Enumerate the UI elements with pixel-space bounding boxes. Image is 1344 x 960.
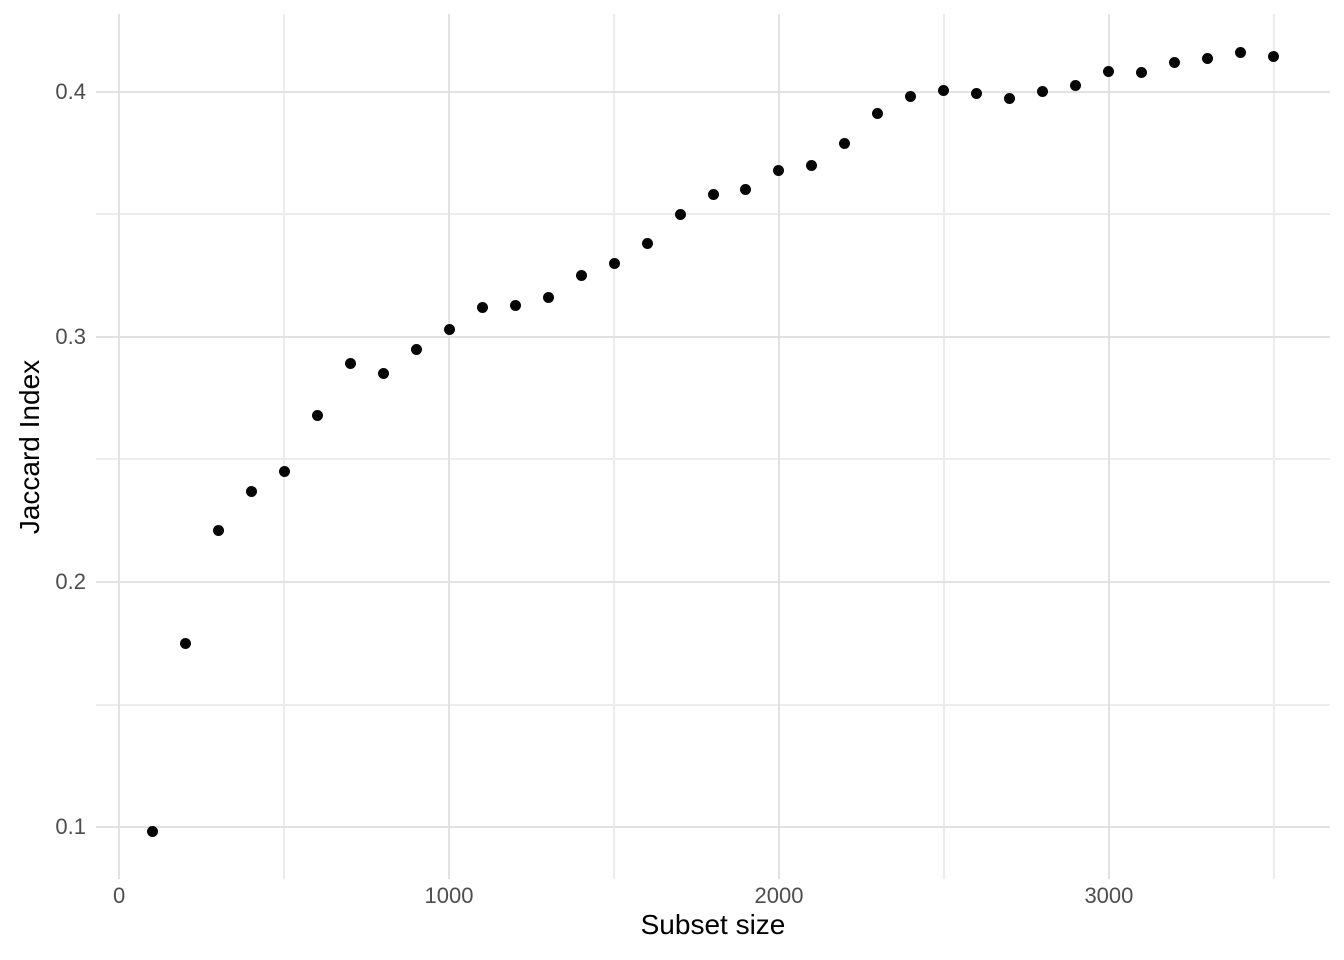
data-point xyxy=(938,85,950,97)
y-tick-label: 0.1 xyxy=(55,814,86,840)
data-point xyxy=(1103,65,1115,77)
y-minor-gridline xyxy=(96,703,1330,706)
data-point xyxy=(344,358,356,370)
data-point xyxy=(146,826,158,838)
x-minor-gridline xyxy=(942,14,945,879)
y-major-gridline xyxy=(96,335,1330,338)
data-point xyxy=(1004,92,1016,104)
data-point xyxy=(740,184,752,196)
plot-panel xyxy=(96,14,1330,879)
data-point xyxy=(773,164,785,176)
x-tick-label: 1000 xyxy=(424,883,474,908)
data-point xyxy=(311,409,323,421)
data-point xyxy=(641,238,653,250)
data-point xyxy=(806,159,818,171)
data-point xyxy=(377,368,389,380)
x-tick-label: 2000 xyxy=(754,883,804,908)
data-point xyxy=(1037,86,1049,98)
data-point xyxy=(1070,80,1082,92)
data-point xyxy=(1169,57,1181,69)
x-major-gridline xyxy=(777,14,780,879)
data-point xyxy=(509,299,521,311)
data-point xyxy=(839,137,851,149)
data-point xyxy=(971,87,983,99)
data-point xyxy=(1235,47,1247,59)
y-tick-label: 0.4 xyxy=(55,78,86,104)
data-point xyxy=(476,302,488,314)
y-tick-label: 0.3 xyxy=(55,323,86,349)
data-point xyxy=(575,270,587,282)
data-point xyxy=(1268,50,1280,62)
y-minor-gridline xyxy=(96,458,1330,461)
y-major-gridline xyxy=(96,581,1330,583)
x-minor-gridline xyxy=(283,14,286,879)
data-point xyxy=(872,108,884,120)
x-axis-title: Subset size xyxy=(640,909,786,940)
data-point xyxy=(179,637,191,649)
x-minor-gridline xyxy=(613,14,616,879)
x-major-gridline xyxy=(118,14,121,879)
data-point xyxy=(278,466,290,478)
y-minor-gridline xyxy=(96,213,1330,216)
data-point xyxy=(674,208,686,220)
data-point xyxy=(542,292,554,304)
data-point xyxy=(608,257,620,269)
data-point xyxy=(410,343,422,355)
data-point xyxy=(212,525,224,537)
data-point xyxy=(443,324,455,336)
y-axis-title: Jaccard Index xyxy=(14,359,45,535)
x-tick-label: 0 xyxy=(112,883,126,908)
y-major-gridline xyxy=(96,826,1330,829)
y-major-gridline xyxy=(96,90,1330,93)
x-major-gridline xyxy=(1107,14,1110,879)
y-tick-label: 0.2 xyxy=(55,569,86,594)
x-major-gridline xyxy=(448,14,451,879)
x-tick-label: 3000 xyxy=(1084,883,1134,908)
data-point xyxy=(245,485,257,497)
data-point xyxy=(707,189,719,201)
data-point xyxy=(905,91,917,103)
data-point xyxy=(1136,66,1148,78)
x-minor-gridline xyxy=(1272,14,1275,879)
data-point xyxy=(1202,53,1214,65)
